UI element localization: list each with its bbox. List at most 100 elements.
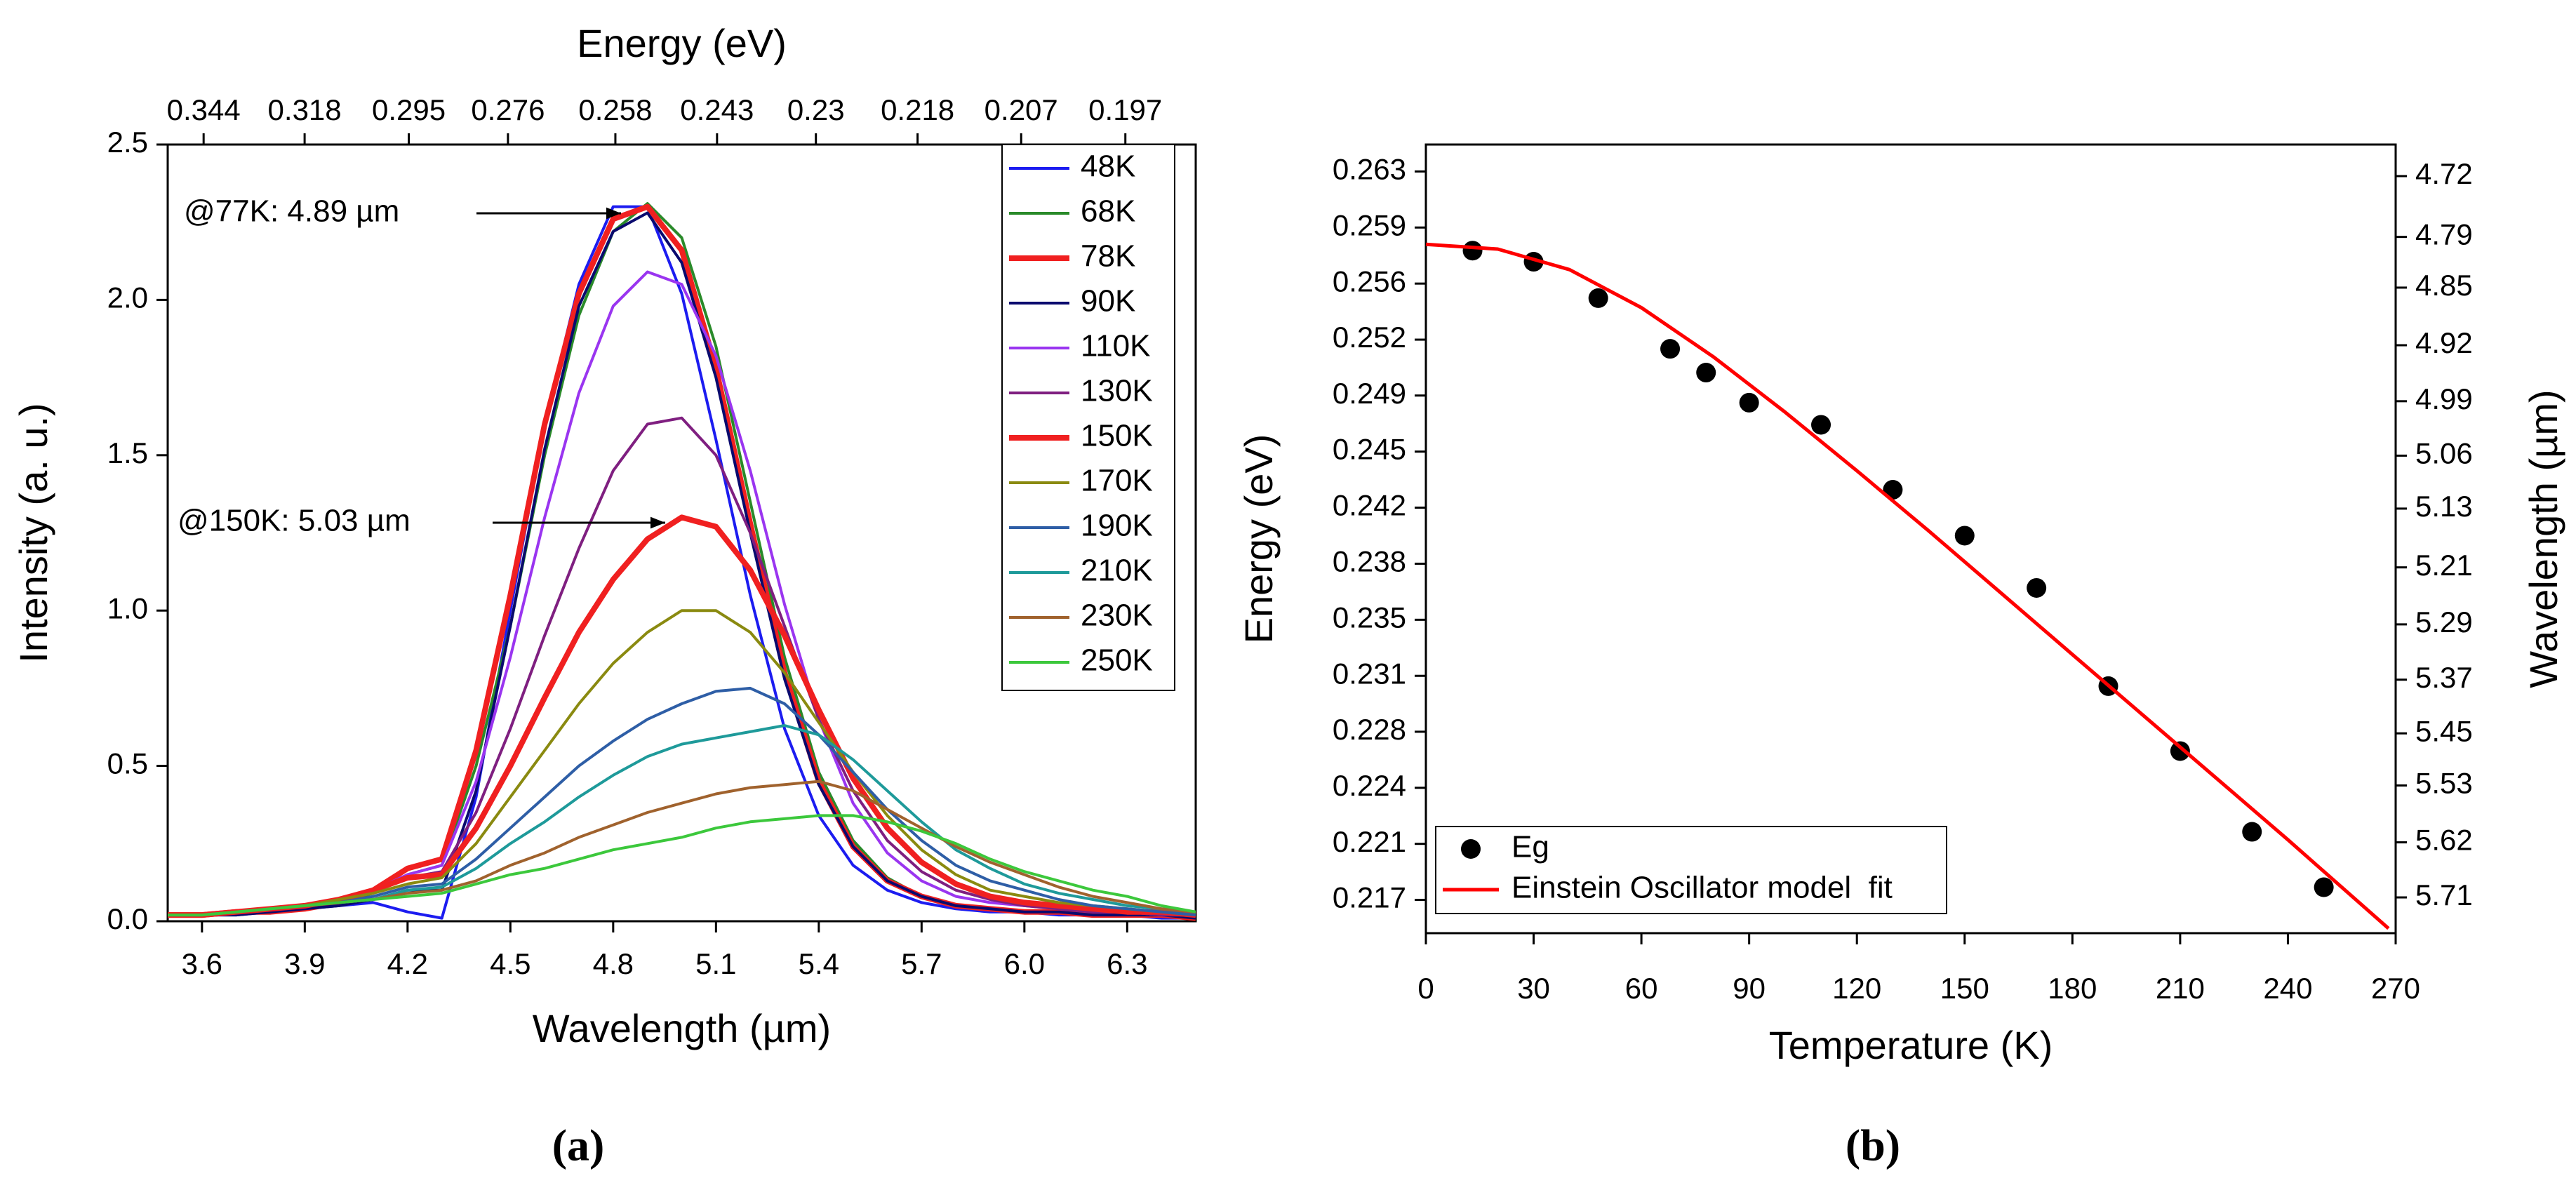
y-tick-label: 0.221	[1333, 825, 1406, 858]
x2-tick-label: 0.276	[471, 93, 545, 126]
y-tick-label: 1.5	[107, 436, 148, 469]
y-tick-label: 0.217	[1333, 881, 1406, 914]
x-tick-label: 210	[2156, 972, 2205, 1005]
y-tick-label: 0.235	[1333, 601, 1406, 634]
y-tick-label: 0.249	[1333, 377, 1406, 410]
x2-tick-label: 0.258	[578, 93, 652, 126]
x-tick-label: 4.2	[387, 947, 428, 980]
fit-line	[1425, 242, 2390, 930]
y2-tick-label: 5.06	[2415, 437, 2473, 470]
x2-tick-label: 0.243	[680, 93, 754, 126]
legend-label: 190K	[1081, 509, 1153, 543]
legend-label: 170K	[1081, 464, 1153, 498]
legend-box	[1001, 144, 1175, 691]
y-tick-label: 0.231	[1333, 657, 1406, 690]
x-tick-label: 60	[1625, 972, 1658, 1005]
legend-label: 130K	[1081, 374, 1153, 408]
plot-frame	[1424, 143, 2397, 935]
y2-tick-label: 4.85	[2415, 269, 2473, 302]
legend-label: Eg	[1511, 830, 1549, 864]
y-tick-label: 0.224	[1333, 769, 1406, 802]
y2-tick-label: 4.72	[2415, 157, 2473, 190]
legend-label: Einstein Oscillator model fit	[1511, 871, 1893, 905]
legend-swatch	[1461, 839, 1481, 859]
x-tick-label: 240	[2263, 972, 2312, 1005]
y2-tick-label: 5.71	[2415, 878, 2473, 911]
y2-tick-label: 5.37	[2415, 661, 2473, 694]
annotation: @77K: 4.89 µm	[184, 194, 399, 229]
y2-tick-label: 5.45	[2415, 714, 2473, 747]
x-tick-label: 3.6	[182, 947, 222, 980]
y-tick-label: 0.259	[1333, 208, 1406, 241]
x2-axis-label: Energy (eV)	[577, 21, 787, 65]
data-point	[1660, 339, 1681, 359]
y-tick-label: 0.263	[1333, 152, 1406, 185]
y-axis-label: Intensity (a. u.)	[11, 403, 55, 662]
y-tick-label: 0.0	[107, 902, 148, 935]
legend-box	[1435, 826, 1947, 914]
spectrum-line	[168, 814, 1196, 917]
legend-label: 68K	[1081, 194, 1135, 229]
x-tick-label: 120	[1832, 972, 1881, 1005]
legend-label: 250K	[1081, 643, 1153, 678]
x-tick-label: 90	[1733, 972, 1766, 1005]
panel-label: (a)	[552, 1121, 605, 1170]
y-tick-label: 0.256	[1333, 265, 1406, 297]
y2-tick-label: 4.92	[2415, 326, 2473, 359]
y2-tick-label: 5.53	[2415, 767, 2473, 800]
annotation: @150K: 5.03 µm	[178, 504, 411, 538]
y-tick-label: 0.242	[1333, 489, 1406, 522]
x-tick-label: 3.9	[284, 947, 325, 980]
legend-label: 110K	[1081, 329, 1151, 363]
x2-tick-label: 0.207	[985, 93, 1058, 126]
data-point	[1696, 363, 1716, 383]
x-tick-label: 6.0	[1004, 947, 1045, 980]
x-tick-label: 150	[1940, 972, 1989, 1005]
y-tick-label: 0.228	[1333, 713, 1406, 746]
x-axis-label: Temperature (K)	[1769, 1023, 2053, 1067]
x-tick-label: 4.5	[490, 947, 530, 980]
x-tick-label: 5.4	[799, 947, 839, 980]
panel-label: (b)	[1846, 1121, 1900, 1170]
y-tick-label: 0.5	[107, 747, 148, 780]
y2-tick-label: 5.62	[2415, 824, 2473, 857]
spectrum-line	[168, 724, 1196, 917]
data-point	[2242, 822, 2262, 842]
data-point	[2314, 877, 2334, 897]
x-axis-label: Wavelength (µm)	[533, 1006, 831, 1050]
x-tick-label: 270	[2371, 972, 2420, 1005]
y2-axis-label: Wavelength (µm)	[2521, 389, 2565, 688]
data-point	[2027, 577, 2047, 598]
y2-tick-label: 4.99	[2415, 382, 2473, 415]
x-tick-label: 5.1	[695, 947, 736, 980]
legend-label: 150K	[1081, 419, 1153, 453]
data-point	[1811, 415, 1831, 435]
y-tick-label: 1.0	[107, 591, 148, 624]
x2-tick-label: 0.197	[1088, 93, 1162, 126]
x-tick-label: 30	[1517, 972, 1550, 1005]
data-point	[2170, 741, 2190, 761]
y2-tick-label: 5.13	[2415, 490, 2473, 523]
y2-tick-label: 5.29	[2415, 606, 2473, 638]
x-tick-label: 4.8	[593, 947, 634, 980]
y-tick-label: 0.245	[1333, 433, 1406, 466]
plot-frame	[166, 143, 1197, 923]
legend-label: 78K	[1081, 239, 1135, 274]
legend-label: 210K	[1081, 554, 1153, 588]
y2-tick-label: 4.79	[2415, 218, 2473, 251]
x-tick-label: 5.7	[901, 947, 942, 980]
spectrum-line	[168, 211, 1196, 920]
legend-label: 230K	[1081, 598, 1153, 633]
y-tick-label: 2.5	[107, 126, 148, 159]
y-axis-label: Energy (eV)	[1236, 434, 1281, 644]
y-tick-label: 0.238	[1333, 545, 1406, 578]
y-tick-label: 0.252	[1333, 321, 1406, 354]
x2-tick-label: 0.218	[881, 93, 954, 126]
x2-tick-label: 0.344	[167, 93, 241, 126]
data-point	[1954, 526, 1975, 546]
data-point	[1462, 241, 1483, 261]
y2-tick-label: 5.21	[2415, 549, 2473, 582]
data-point	[1739, 392, 1759, 413]
x-tick-label: 0	[1417, 972, 1434, 1005]
